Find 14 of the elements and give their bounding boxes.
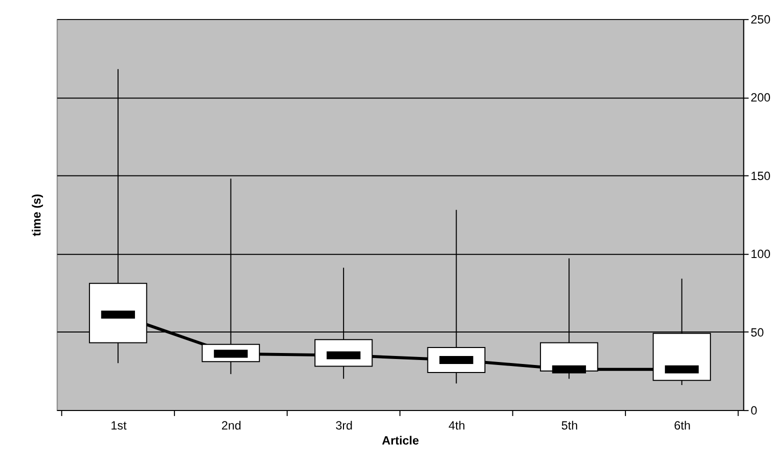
y-tick-label: 100 <box>750 247 771 262</box>
x-tick-label: 6th <box>674 418 691 432</box>
x-tick-label: 4th <box>448 418 466 432</box>
y-axis-title: time (s) <box>29 194 44 236</box>
y-tick-label: 150 <box>750 168 771 183</box>
x-tick-label: 1st <box>110 418 128 432</box>
y-tick-label: 200 <box>750 90 771 105</box>
x-tick-label: 2nd <box>221 418 242 432</box>
x-tick-label: 3rd <box>335 418 353 432</box>
y-tick-label: 0 <box>750 404 758 418</box>
y-tick-label: 250 <box>750 12 771 27</box>
x-axis-title: Article <box>382 433 420 448</box>
x-tick-label: 5th <box>561 418 578 432</box>
y-tick-label: 50 <box>750 325 764 340</box>
